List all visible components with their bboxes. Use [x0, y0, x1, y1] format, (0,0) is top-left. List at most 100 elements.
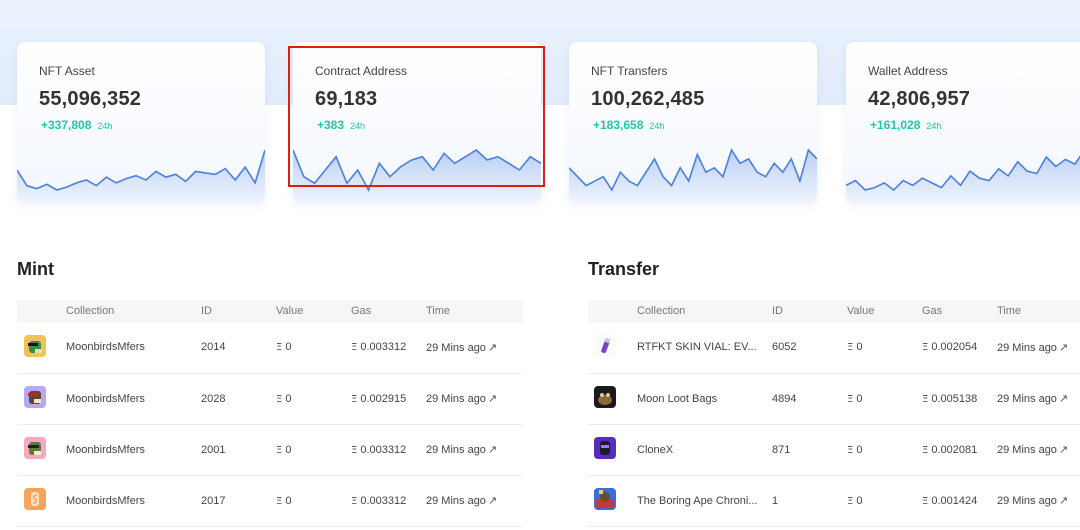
moonbird-purple-icon — [24, 386, 46, 408]
clonex-icon — [594, 437, 616, 459]
eth-icon: Ξ — [276, 342, 283, 354]
external-link-icon[interactable]: ↗ — [487, 341, 498, 354]
transfer-table: Collection ID Value Gas Time RTFKT SKIN … — [588, 300, 1080, 527]
table-header-row: Collection ID Value Gas Time — [17, 300, 523, 322]
sparkline-line — [569, 148, 817, 192]
eth-icon: Ξ — [276, 444, 283, 456]
collection-name[interactable]: Moon Loot Bags — [637, 373, 772, 425]
column-header: Time — [426, 300, 523, 322]
stat-card-wallet-address[interactable]: Wallet Address 42,806,957 +161,028 24h — [846, 42, 1080, 203]
sparkline-area — [17, 150, 265, 203]
token-id: 2017 — [201, 475, 276, 527]
tx-time[interactable]: 29 Mins ago ↗ — [997, 424, 1080, 476]
sparkline-line — [846, 155, 1080, 192]
stat-delta: +337,808 24h — [41, 118, 113, 132]
token-id: 4894 — [772, 373, 847, 425]
eth-icon: Ξ — [922, 444, 929, 456]
sparkline-chart — [569, 148, 817, 203]
gas-fee: Ξ 0.003312 — [351, 475, 426, 527]
gas-fee: Ξ 0.002915 — [351, 373, 426, 425]
eth-icon: Ξ — [922, 342, 929, 354]
tx-time[interactable]: 29 Mins ago ↗ — [426, 475, 523, 527]
eth-icon: Ξ — [351, 495, 358, 507]
external-link-icon[interactable]: ↗ — [487, 495, 498, 507]
external-link-icon[interactable]: ↗ — [1058, 495, 1069, 507]
collection-name[interactable]: MoonbirdsMfers — [66, 373, 201, 425]
stat-label: NFT Transfers — [591, 64, 668, 78]
external-link-icon[interactable]: ↗ — [1058, 393, 1069, 405]
token-id: 1 — [772, 475, 847, 527]
column-header: Value — [276, 300, 351, 322]
column-header: Gas — [351, 300, 426, 322]
eth-icon: Ξ — [847, 444, 854, 456]
column-header: Collection — [637, 300, 772, 322]
stat-delta: +383 24h — [317, 118, 366, 132]
tx-time[interactable]: 29 Mins ago ↗ — [997, 373, 1080, 425]
token-id: 2001 — [201, 424, 276, 476]
stat-delta: +183,658 24h — [593, 118, 665, 132]
column-header: ID — [201, 300, 276, 322]
tx-time[interactable]: 29 Mins ago ↗ — [426, 322, 523, 374]
eth-icon: Ξ — [847, 393, 854, 405]
collection-name[interactable]: MoonbirdsMfers — [66, 322, 201, 374]
column-header: ID — [772, 300, 847, 322]
tx-time[interactable]: 29 Mins ago ↗ — [426, 373, 523, 425]
stat-label: Wallet Address — [868, 64, 948, 78]
eth-icon: Ξ — [351, 342, 358, 354]
sparkline-chart — [293, 148, 541, 203]
external-link-icon[interactable]: ↗ — [1058, 444, 1069, 456]
sparkline-line — [17, 149, 265, 191]
sparkline-area — [293, 150, 541, 203]
tx-time[interactable]: 29 Mins ago ↗ — [997, 322, 1080, 374]
stat-card-contract-address[interactable]: Contract Address 69,183 +383 24h — [293, 42, 541, 203]
stat-value: 69,183 — [315, 88, 378, 110]
external-link-icon[interactable]: ↗ — [487, 393, 498, 405]
eth-icon: Ξ — [351, 393, 358, 405]
moonbird-orange-icon — [24, 488, 46, 510]
stat-card-nft-asset[interactable]: NFT Asset 55,096,352 +337,808 24h — [17, 42, 265, 203]
external-link-icon[interactable]: ↗ — [487, 444, 498, 456]
stat-value: 100,262,485 — [591, 88, 705, 110]
column-header: Time — [997, 300, 1080, 322]
moonbird-green-icon — [24, 334, 46, 357]
external-link-icon[interactable]: ↗ — [1058, 341, 1069, 354]
token-id: 6052 — [772, 322, 847, 374]
token-id: 2014 — [201, 322, 276, 374]
column-header: Gas — [922, 300, 997, 322]
table-header-row: Collection ID Value Gas Time — [588, 300, 1080, 322]
column-header: Value — [847, 300, 922, 322]
sparkline-line — [293, 148, 541, 192]
stat-card-nft-transfers[interactable]: NFT Transfers 100,262,485 +183,658 24h — [569, 42, 817, 203]
collection-name[interactable]: MoonbirdsMfers — [66, 475, 201, 527]
tx-time[interactable]: 29 Mins ago ↗ — [997, 475, 1080, 527]
collection-name[interactable]: CloneX — [637, 424, 772, 476]
collection-name[interactable]: MoonbirdsMfers — [66, 424, 201, 476]
collection-name[interactable]: The Boring Ape Chroni... — [637, 475, 772, 527]
gas-fee: Ξ 0.001424 — [922, 475, 997, 527]
loot-bag-icon — [594, 386, 616, 408]
moonbird-pink-icon — [24, 437, 46, 459]
eth-icon: Ξ — [847, 495, 854, 507]
transfer-section-title: Transfer — [588, 259, 660, 279]
eth-icon: Ξ — [276, 495, 283, 507]
mint-table: Collection ID Value Gas Time MoonbirdsMf… — [17, 300, 523, 527]
vial-icon — [594, 334, 616, 357]
collection-name[interactable]: RTFKT SKIN VIAL: EV... — [637, 322, 772, 374]
sparkline-chart — [846, 155, 1080, 203]
gas-fee: Ξ 0.005138 — [922, 373, 997, 425]
tx-time[interactable]: 29 Mins ago ↗ — [426, 424, 523, 476]
boring-ape-icon — [594, 488, 616, 510]
